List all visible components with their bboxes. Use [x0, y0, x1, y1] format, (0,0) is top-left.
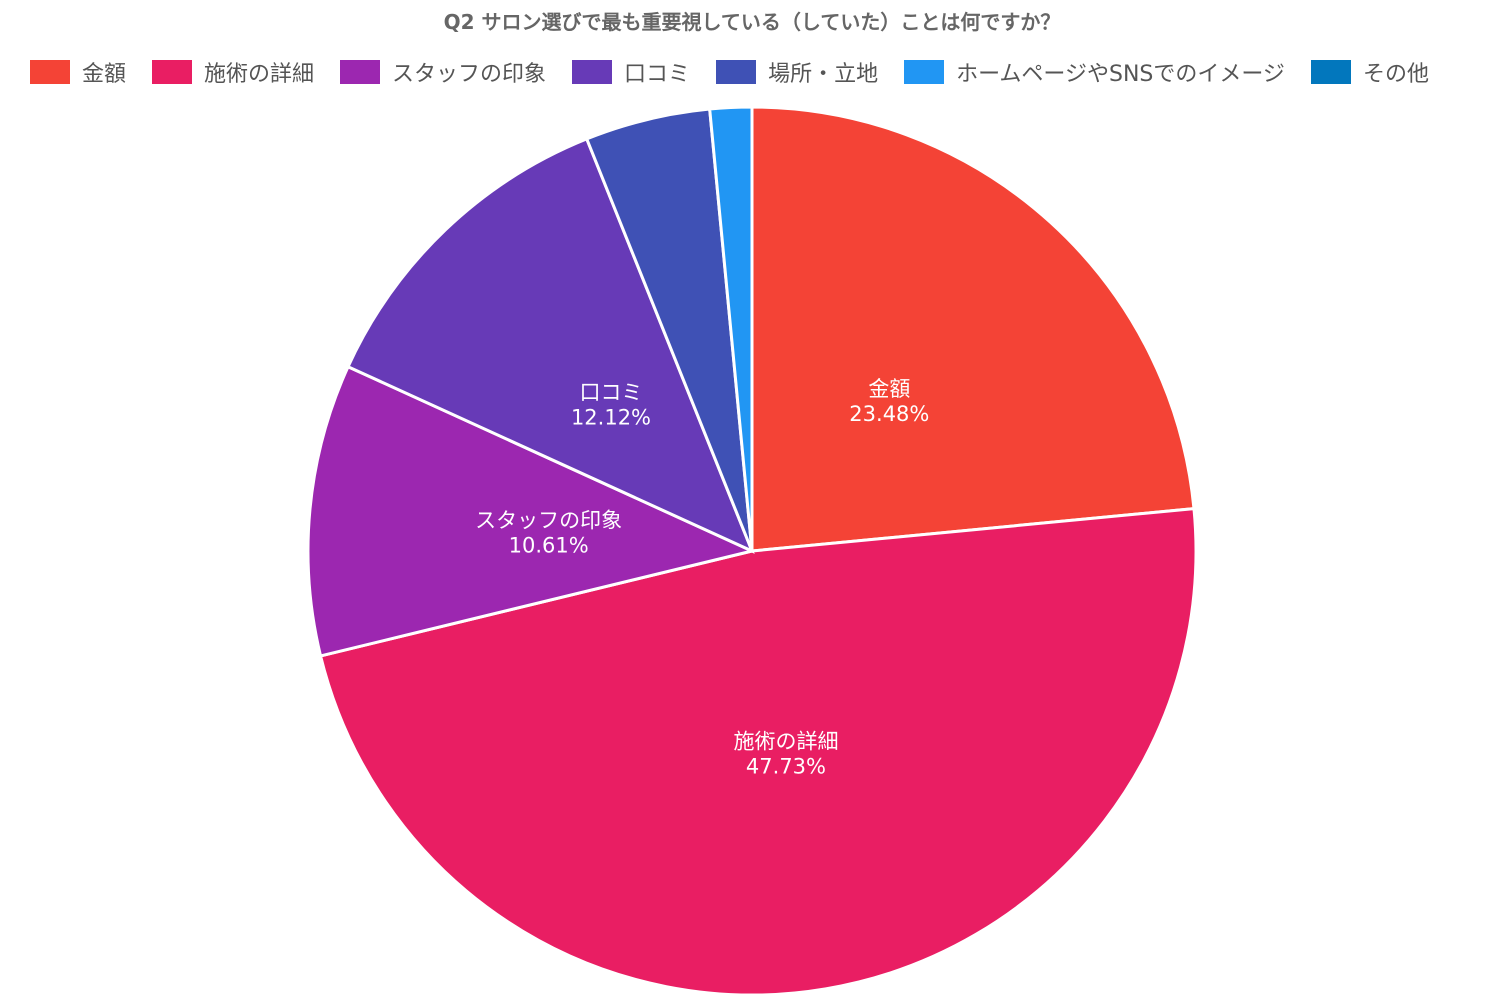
- slice-label: 金額: [868, 377, 910, 401]
- legend-item[interactable]: ホームページやSNSでのイメージ: [904, 56, 1285, 88]
- slice-value-label: 12.12%: [571, 405, 651, 429]
- legend-swatch: [1310, 60, 1351, 84]
- chart-legend: 金額 施術の詳細 スタッフの印象 口コミ 場所・立地 ホームページやSNSでのイメージ その…: [30, 56, 1429, 88]
- legend-label: ホームページやSNSでのイメージ: [956, 62, 1285, 87]
- slice-value-label: 47.73%: [746, 754, 826, 778]
- legend-item[interactable]: 場所・立地: [716, 56, 878, 88]
- slice-label: スタッフの印象: [475, 509, 622, 533]
- slice-value-label: 10.61%: [509, 534, 589, 558]
- legend-swatch: [30, 60, 70, 84]
- slice-label: 口コミ: [579, 380, 642, 404]
- chart-title: Q2 サロン選びで最も重要視している（していた）ことは何ですか？: [443, 10, 1061, 34]
- legend-label: スタッフの印象: [392, 62, 547, 87]
- legend-swatch: [340, 60, 381, 84]
- legend-item[interactable]: その他: [1310, 56, 1429, 88]
- pie-slice[interactable]: [318, 506, 1198, 997]
- legend-swatch: [904, 60, 945, 84]
- legend-label: 施術の詳細: [204, 62, 315, 87]
- pie-slice[interactable]: [346, 136, 755, 554]
- legend-item[interactable]: 施術の詳細: [152, 56, 314, 88]
- pie-slice[interactable]: [306, 364, 757, 658]
- pie-slice[interactable]: [708, 105, 754, 552]
- legend-swatch: [152, 60, 193, 84]
- legend-label: 場所・立地: [768, 62, 879, 87]
- legend-item[interactable]: 口コミ: [572, 56, 690, 88]
- legend-swatch: [716, 60, 757, 84]
- legend-label: その他: [1362, 62, 1429, 87]
- legend-label: 金額: [82, 62, 127, 87]
- legend-swatch: [572, 60, 613, 84]
- legend-label: 口コミ: [624, 62, 691, 87]
- legend-item[interactable]: スタッフの印象: [340, 56, 546, 88]
- slice-value-label: 23.48%: [849, 402, 929, 426]
- legend-item[interactable]: 金額: [30, 56, 126, 88]
- slice-label: 施術の詳細: [733, 729, 838, 753]
- pie-slice[interactable]: [750, 105, 1196, 553]
